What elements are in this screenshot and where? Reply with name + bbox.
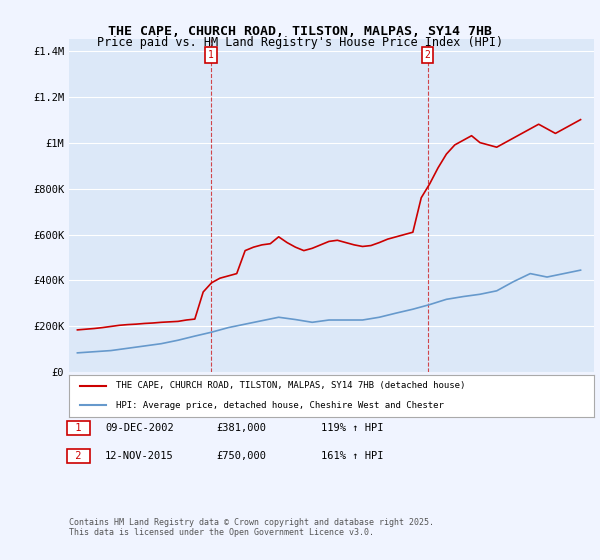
Text: 1: 1	[69, 423, 88, 433]
Text: HPI: Average price, detached house, Cheshire West and Chester: HPI: Average price, detached house, Ches…	[116, 401, 444, 410]
Text: £750,000: £750,000	[216, 451, 266, 461]
Text: 12-NOV-2015: 12-NOV-2015	[105, 451, 174, 461]
Text: 09-DEC-2002: 09-DEC-2002	[105, 423, 174, 433]
Text: 2: 2	[69, 451, 88, 461]
Text: THE CAPE, CHURCH ROAD, TILSTON, MALPAS, SY14 7HB: THE CAPE, CHURCH ROAD, TILSTON, MALPAS, …	[108, 25, 492, 38]
Text: £381,000: £381,000	[216, 423, 266, 433]
Text: Contains HM Land Registry data © Crown copyright and database right 2025.
This d: Contains HM Land Registry data © Crown c…	[69, 518, 434, 538]
Text: 1: 1	[208, 50, 214, 60]
Text: 161% ↑ HPI: 161% ↑ HPI	[321, 451, 383, 461]
Text: THE CAPE, CHURCH ROAD, TILSTON, MALPAS, SY14 7HB (detached house): THE CAPE, CHURCH ROAD, TILSTON, MALPAS, …	[116, 381, 466, 390]
Text: Price paid vs. HM Land Registry's House Price Index (HPI): Price paid vs. HM Land Registry's House …	[97, 36, 503, 49]
Text: 2: 2	[425, 50, 430, 60]
Text: 119% ↑ HPI: 119% ↑ HPI	[321, 423, 383, 433]
